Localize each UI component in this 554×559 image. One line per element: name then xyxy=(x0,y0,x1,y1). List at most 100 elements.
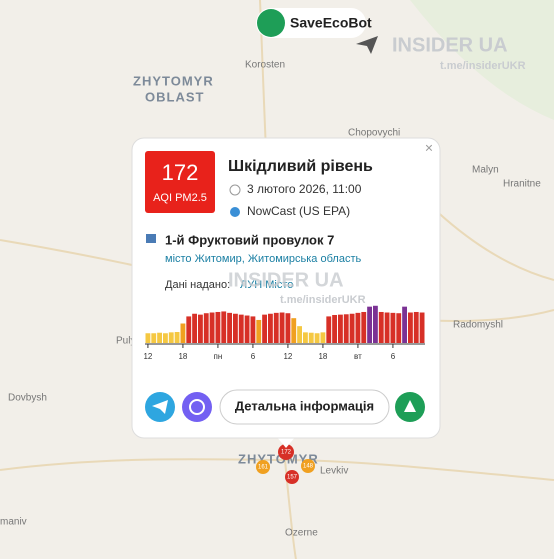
watermark: t.me/insiderUKR xyxy=(440,60,526,72)
telegram-icon xyxy=(152,400,168,414)
watermark: t.me/insiderUKR xyxy=(280,294,366,306)
bar xyxy=(174,332,180,343)
place-label: Chopovychi xyxy=(348,128,400,139)
aqi-value: 172 xyxy=(162,160,199,185)
bar xyxy=(209,312,215,343)
bar xyxy=(256,319,262,343)
place-label: Malyn xyxy=(472,165,499,176)
bar xyxy=(285,313,291,343)
marker[interactable] xyxy=(285,470,299,484)
bar xyxy=(343,314,349,343)
x-tick-label: 12 xyxy=(283,352,292,361)
place-label: Levkiv xyxy=(320,466,348,477)
bar xyxy=(396,313,402,343)
place-label: Puly xyxy=(116,336,135,347)
bar xyxy=(402,306,407,343)
marker[interactable] xyxy=(301,459,315,473)
bar xyxy=(244,315,250,343)
bar xyxy=(238,314,244,343)
place-label: Ozerne xyxy=(285,528,318,539)
marker[interactable] xyxy=(278,444,294,460)
place-label: Dovbysh xyxy=(8,393,47,404)
watermark: INSIDER UA xyxy=(228,269,344,291)
bar xyxy=(157,332,162,343)
place-label: Hranitne xyxy=(503,179,541,190)
close-button[interactable]: × xyxy=(425,140,433,156)
bar xyxy=(198,314,203,343)
method: NowCast (US EPA) xyxy=(247,204,350,218)
place-label: Korosten xyxy=(245,60,285,71)
bar xyxy=(413,311,419,343)
viber-icon xyxy=(189,399,205,415)
x-tick-label: вт xyxy=(354,352,362,361)
marker-label: 172 xyxy=(281,450,292,456)
place-label: Radomyshl xyxy=(453,320,503,331)
bar xyxy=(268,313,273,343)
bar xyxy=(314,333,320,343)
history-chart: 12 18 пн 6 12 18 вт 6 xyxy=(143,305,425,361)
bar xyxy=(233,313,238,343)
bar xyxy=(390,312,396,343)
x-tick-label: 12 xyxy=(143,352,152,361)
x-tick-label: 18 xyxy=(318,352,327,361)
marker-label: 157 xyxy=(287,475,298,481)
bar xyxy=(291,318,297,343)
marker[interactable] xyxy=(256,460,270,474)
bar xyxy=(250,316,256,343)
bar xyxy=(303,332,308,343)
details-button-label: Детальна інформація xyxy=(235,398,374,413)
popup: × 172 AQI PM2.5 Шкідливий рівень 3 лютог… xyxy=(131,137,441,448)
bar xyxy=(332,314,337,343)
building-icon xyxy=(146,234,156,243)
popup-tip xyxy=(276,436,296,448)
bar xyxy=(408,312,413,343)
bar xyxy=(297,326,302,343)
bar xyxy=(279,312,285,343)
bar xyxy=(384,312,390,343)
aqi-box xyxy=(145,151,215,213)
viber-button[interactable] xyxy=(182,392,212,422)
bar xyxy=(221,311,227,343)
bar xyxy=(163,333,168,343)
source-link[interactable]: ЛУН Місто xyxy=(240,279,293,291)
forest xyxy=(410,0,554,120)
saveecobot-icon xyxy=(404,400,416,412)
aqi-label: AQI PM2.5 xyxy=(153,192,207,204)
bar xyxy=(308,332,314,343)
x-tick-label: 18 xyxy=(178,352,187,361)
bar xyxy=(361,311,367,343)
marker-label: 148 xyxy=(303,464,314,470)
source-label: Дані надано: xyxy=(165,279,230,291)
address: 1-й Фруктовий провулок 7 xyxy=(165,232,334,247)
globe-icon xyxy=(230,207,240,217)
date: 3 лютого 2026, 11:00 xyxy=(247,182,362,196)
watermark-logo xyxy=(257,9,285,37)
x-tick-label: 6 xyxy=(391,352,396,361)
bar xyxy=(151,333,157,343)
marker-cluster: 172 161 157 148 xyxy=(256,444,315,484)
watermark: SaveEcoBot xyxy=(290,15,372,31)
bar xyxy=(355,312,361,343)
details-button[interactable] xyxy=(219,389,390,425)
watermark-badge xyxy=(256,8,366,38)
watermark-icon xyxy=(356,36,378,54)
bar xyxy=(273,312,279,343)
bar xyxy=(215,311,221,343)
bar xyxy=(326,316,332,343)
bar xyxy=(203,313,209,343)
region-label: OBLAST xyxy=(145,89,204,104)
clock-icon xyxy=(229,184,241,196)
bar xyxy=(168,332,174,343)
bar xyxy=(378,311,384,343)
bar xyxy=(262,314,267,343)
bar xyxy=(192,313,197,343)
region-label: ZHYTOMYR xyxy=(133,73,214,88)
x-tick-label: пн xyxy=(214,352,223,361)
watermark: INSIDER UA xyxy=(392,34,508,56)
bar xyxy=(227,312,232,343)
level: Шкідливий рівень xyxy=(228,158,373,175)
x-tick-label: 6 xyxy=(251,352,256,361)
bar xyxy=(180,323,186,343)
bar xyxy=(145,333,151,343)
